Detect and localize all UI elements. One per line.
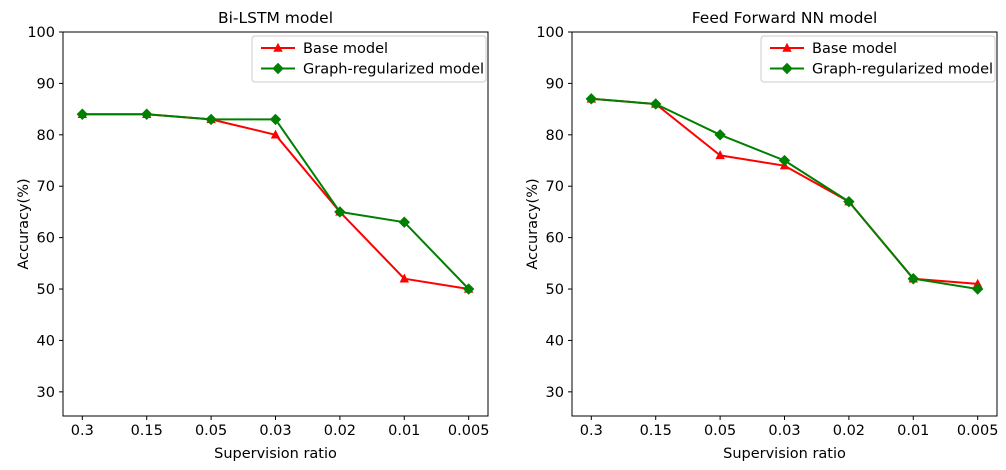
y-tick-label: 30	[37, 385, 55, 401]
legend-marker-triangle	[273, 42, 283, 52]
y-tick-label: 100	[27, 25, 55, 41]
marker-diamond	[585, 93, 598, 105]
y-axis-label: Accuracy(%)	[16, 178, 32, 269]
y-tick-label: 40	[546, 333, 564, 349]
series-line-graph-regularized	[591, 97, 978, 290]
y-tick-label: 60	[37, 231, 55, 247]
y-tick-label: 90	[37, 76, 55, 92]
marker-triangle	[270, 129, 281, 139]
x-axis-label: Supervision ratio	[214, 446, 337, 462]
series-line-graph-regularized	[82, 113, 470, 290]
legend-box	[760, 35, 996, 83]
x-tick-label: 0.01	[388, 423, 420, 439]
x-tick-label: 0.02	[833, 423, 865, 439]
x-tick-label: 0.005	[957, 423, 999, 439]
y-tick-label: 40	[37, 333, 55, 349]
legend-label: Base model	[303, 41, 388, 57]
legend-marker-diamond	[781, 62, 793, 75]
y-tick-label: 100	[536, 25, 564, 41]
marker-diamond	[462, 283, 475, 295]
x-tick-label: 0.3	[71, 423, 94, 439]
y-tick-label: 50	[546, 282, 564, 298]
y-tick-label: 50	[37, 282, 55, 298]
marker-diamond	[778, 154, 791, 167]
y-axis-label: Accuracy(%)	[525, 178, 541, 269]
x-tick-label: 0.02	[324, 423, 356, 439]
x-tick-label: 0.005	[448, 423, 490, 439]
x-tick-label: 0.15	[131, 423, 163, 439]
marker-diamond	[205, 113, 217, 126]
series-line-base	[82, 113, 469, 290]
x-tick-label: 0.01	[897, 423, 929, 439]
y-tick-label: 80	[546, 128, 564, 144]
legend-marker-triangle	[782, 42, 792, 52]
legend-label: Base model	[812, 41, 897, 57]
marker-diamond	[141, 108, 153, 120]
series-markers-graph-regularized	[585, 93, 984, 295]
x-tick-label: 0.03	[768, 423, 800, 439]
x-axis-label: Supervision ratio	[723, 446, 846, 462]
chart-title: Feed Forward NN model	[692, 9, 878, 27]
series-markers-base	[77, 109, 474, 293]
legend-label: Graph-regularized model	[303, 62, 484, 78]
x-tick-label: 0.05	[195, 423, 227, 439]
y-tick-label: 60	[546, 231, 564, 247]
series-markers-graph-regularized	[76, 108, 475, 295]
marker-diamond	[269, 113, 282, 126]
series-markers-base	[586, 93, 983, 288]
axes-frame	[62, 31, 489, 417]
marker-diamond	[971, 283, 984, 295]
legend-box	[251, 35, 487, 83]
x-tick-label: 0.3	[580, 423, 603, 439]
marker-triangle	[399, 273, 409, 283]
marker-diamond	[76, 108, 89, 120]
marker-diamond	[714, 129, 726, 141]
x-tick-label: 0.03	[259, 423, 291, 439]
chart-feed-forward-nn: 30 40 50 60 70 80 90 100 0.3 0.15 0.05 0.03 0.02 0.01…	[525, 9, 999, 462]
y-tick-label: 70	[546, 179, 564, 195]
chart-title: Bi-LSTM model	[218, 9, 333, 27]
x-tick-label: 0.05	[704, 423, 736, 439]
marker-triangle	[973, 278, 983, 288]
marker-triangle	[715, 150, 725, 160]
chart-bilstm: 30 40 50 60 70 80 90 100 0.3 0.15 0.05 0.03 0.02 0.01…	[16, 9, 490, 462]
legend-label: Graph-regularized model	[812, 62, 993, 78]
y-tick-label: 30	[546, 385, 564, 401]
x-tick-label: 0.15	[640, 423, 672, 439]
legend-marker-diamond	[272, 62, 284, 75]
y-tick-label: 70	[37, 179, 55, 195]
y-tick-label: 80	[37, 128, 55, 144]
marker-diamond	[334, 206, 346, 218]
y-tick-label: 90	[546, 76, 564, 92]
series-line-base	[591, 97, 978, 285]
marker-diamond	[398, 216, 410, 228]
marker-diamond	[843, 195, 855, 208]
axes-frame	[571, 31, 998, 417]
